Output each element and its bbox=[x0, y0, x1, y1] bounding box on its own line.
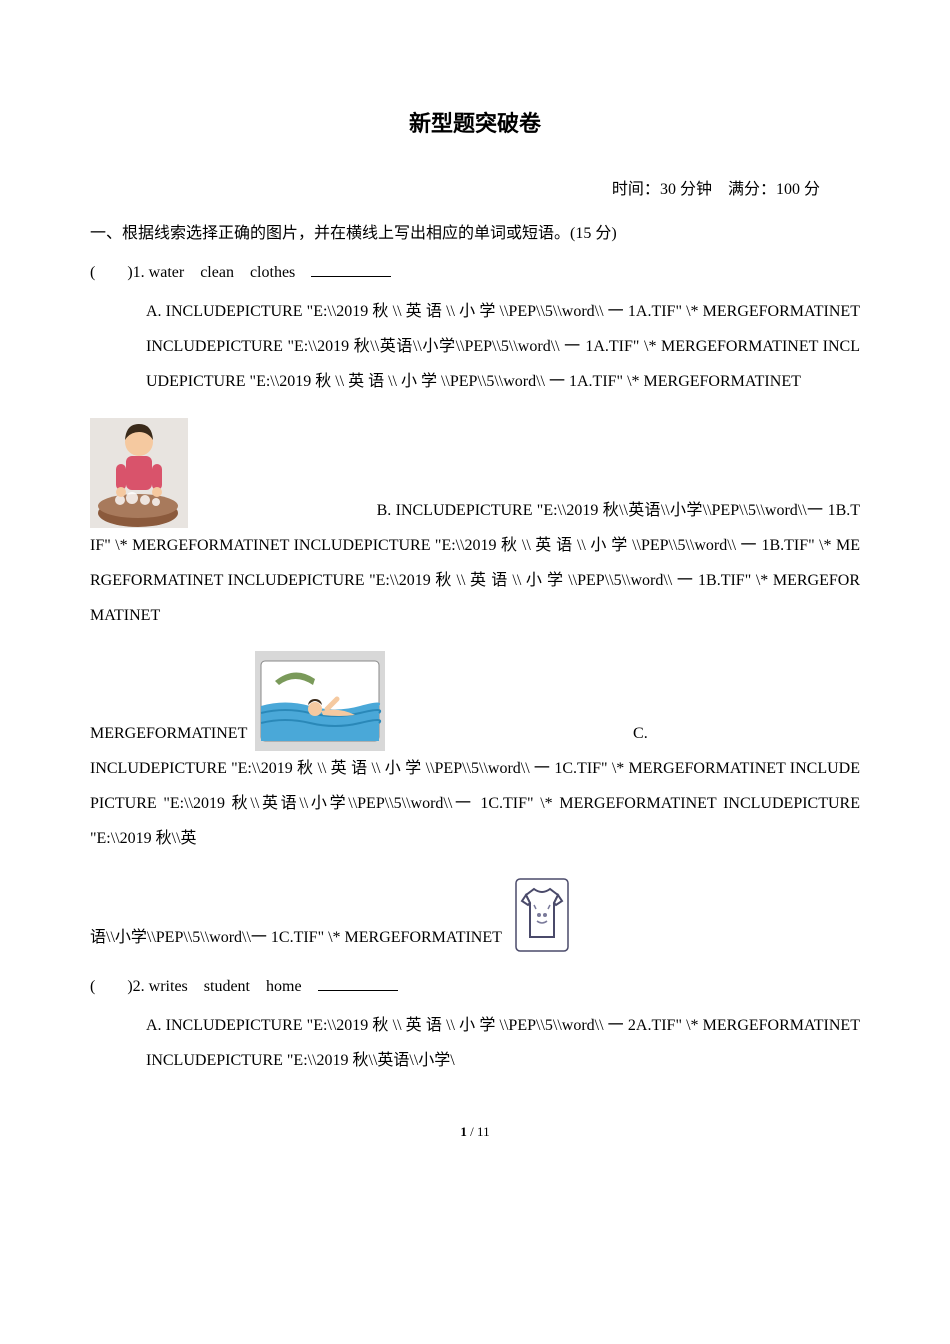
answer-paren: ( ) bbox=[90, 969, 133, 1004]
path-text: 语\\小学\\PEP\\5\\word\\一 1C.TIF" \* MERGEF… bbox=[90, 928, 502, 945]
q2-words: writes student home bbox=[149, 978, 302, 995]
q1-option-a-block: A. INCLUDEPICTURE "E:\\2019 秋 \\ 英 语 \\ … bbox=[90, 294, 860, 400]
path-text: INCLUDEPICTURE "E:\\2019 秋 \\ 英 语 \\ 小 学… bbox=[146, 1017, 860, 1069]
option-c-label: C. bbox=[633, 725, 648, 742]
image-a-row: B. INCLUDEPICTURE "E:\\2019 秋\\英语\\小学\\P… bbox=[90, 418, 860, 634]
score-value: 100 分 bbox=[776, 181, 820, 198]
score-label: 满分： bbox=[728, 181, 776, 198]
option-b-label: B. bbox=[377, 501, 396, 518]
q2-option-a-block: A. INCLUDEPICTURE "E:\\2019 秋 \\ 英 语 \\ … bbox=[90, 1008, 860, 1078]
option-a-label: A. bbox=[146, 1017, 166, 1034]
question-2-line: ( )2. writes student home bbox=[90, 969, 860, 1004]
page-sep: / bbox=[467, 1124, 477, 1139]
image-1b-swimming bbox=[255, 651, 385, 751]
path-text: INCLUDEPICTURE "E:\\2019 秋\\英语\\小学\\PEP\… bbox=[90, 501, 860, 624]
path-text: INCLUDEPICTURE "E:\\2019 秋 \\ 英 语 \\ 小 学… bbox=[146, 303, 860, 390]
mergeformat-text: MERGEFORMATINET bbox=[90, 725, 247, 742]
answer-paren: ( ) bbox=[90, 255, 133, 290]
image-1a-washing bbox=[90, 418, 188, 528]
image-1c-tshirt bbox=[512, 875, 572, 955]
q2-number: 2. bbox=[133, 978, 145, 995]
q1-option-c-block-b: 语\\小学\\PEP\\5\\word\\一 1C.TIF" \* MERGEF… bbox=[90, 875, 860, 955]
time-value: 30 分钟 bbox=[660, 181, 712, 198]
q1-number: 1. bbox=[133, 264, 145, 281]
page-total: 11 bbox=[477, 1124, 490, 1139]
meta-line: 时间：30 分钟 满分：100 分 bbox=[90, 172, 860, 207]
page-title: 新型题突破卷 bbox=[90, 100, 860, 148]
answer-blank bbox=[311, 261, 391, 277]
page-number: 1 / 11 bbox=[90, 1118, 860, 1147]
image-b-row: MERGEFORMATINET C. bbox=[90, 651, 860, 751]
answer-blank bbox=[318, 975, 398, 991]
q1-option-c-block-a: INCLUDEPICTURE "E:\\2019 秋 \\ 英 语 \\ 小 学… bbox=[90, 751, 860, 857]
q1-words: water clean clothes bbox=[149, 264, 296, 281]
section-1-heading: 一、根据线索选择正确的图片，并在横线上写出相应的单词或短语。(15 分) bbox=[90, 216, 860, 251]
question-1-line: ( )1. water clean clothes bbox=[90, 255, 860, 290]
option-a-label: A. bbox=[146, 303, 166, 320]
time-label: 时间： bbox=[612, 181, 660, 198]
